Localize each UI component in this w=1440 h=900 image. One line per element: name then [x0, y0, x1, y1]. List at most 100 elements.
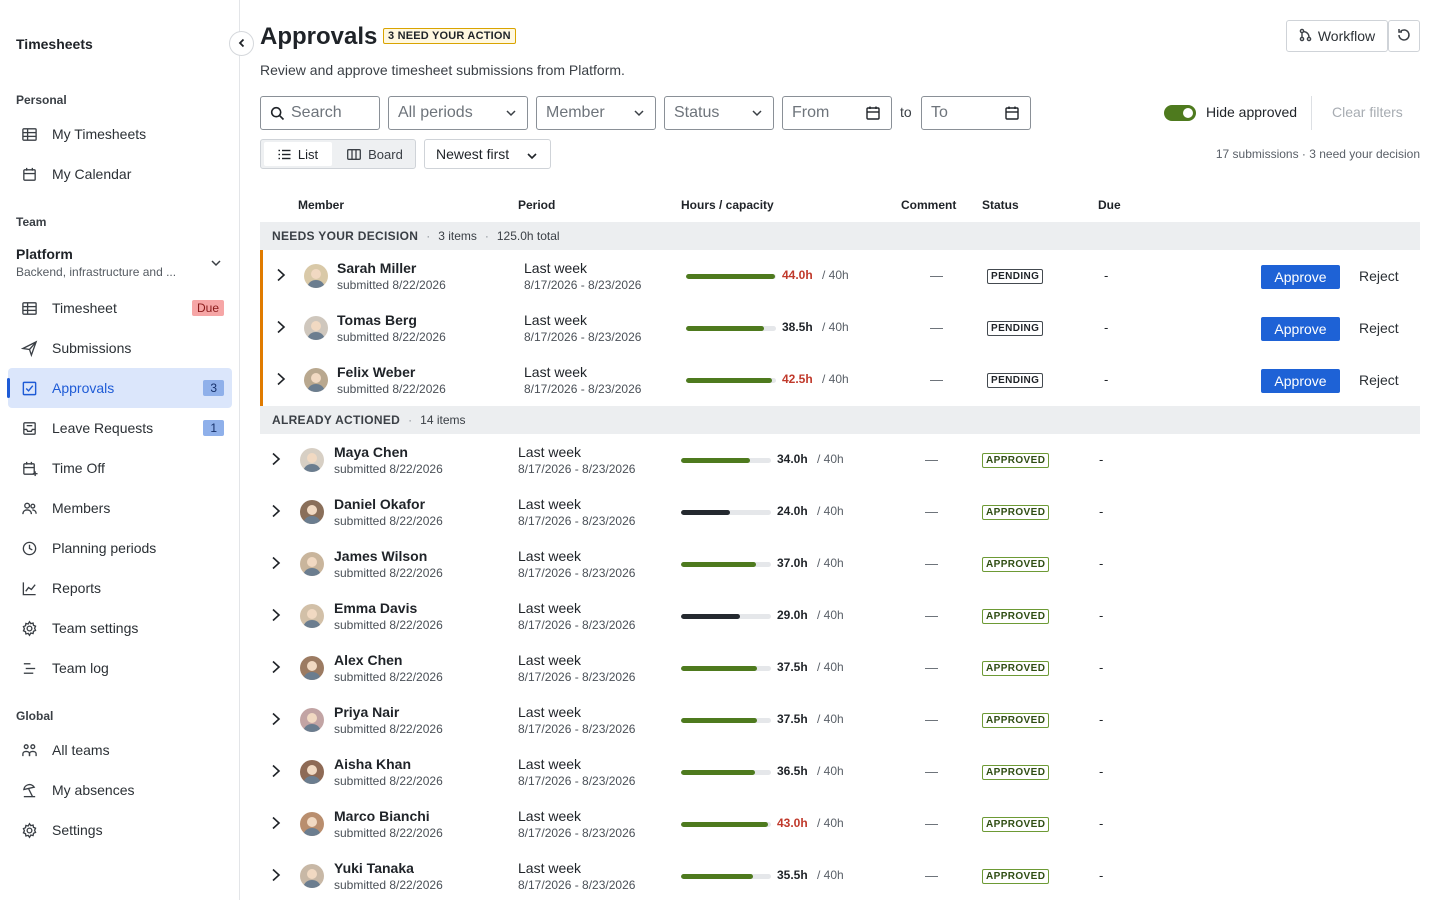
sidebar-item-my-timesheets[interactable]: My Timesheets	[8, 114, 232, 154]
chevron-right-icon[interactable]	[270, 660, 282, 677]
chevron-right-icon[interactable]	[270, 452, 282, 469]
comment-value: —	[925, 504, 938, 519]
board-view-button[interactable]: Board	[337, 142, 413, 166]
chevron-right-icon[interactable]	[270, 608, 282, 625]
workflow-button[interactable]: Workflow	[1286, 20, 1388, 52]
chevron-down-icon	[633, 106, 645, 124]
workflow-label: Workflow	[1317, 28, 1376, 44]
chevron-right-icon[interactable]	[270, 868, 282, 885]
table-row[interactable]: Emma Davis submitted 8/22/2026 Last week 8/…	[260, 590, 1420, 642]
sidebar-item-reports[interactable]: Reports	[8, 568, 232, 608]
status-badge: PENDING	[987, 321, 1044, 336]
column-header-comment[interactable]: Comment	[901, 198, 957, 212]
avatar	[304, 316, 328, 340]
column-header-due[interactable]: Due	[1098, 198, 1121, 212]
status-select-value: Status	[674, 104, 720, 121]
table-row[interactable]: Marco Bianchi submitted 8/22/2026 Last wee…	[260, 798, 1420, 850]
sort-select[interactable]: Newest first	[424, 139, 551, 169]
period-label: Last week	[524, 364, 588, 380]
reject-button[interactable]: Reject	[1359, 372, 1399, 388]
to-date-input[interactable]: To	[921, 96, 1031, 130]
table-row[interactable]: Yuki Tanaka submitted 8/22/2026 Last week 8…	[260, 850, 1420, 900]
avatar	[300, 708, 324, 732]
column-header-status[interactable]: Status	[982, 198, 1019, 212]
approve-button[interactable]: Approve	[1261, 317, 1340, 341]
table-row[interactable]: Tomas Berg submitted 8/22/2026 Last week 8/…	[260, 302, 1420, 354]
column-header-period[interactable]: Period	[518, 198, 556, 212]
period-label: Last week	[518, 548, 582, 564]
chevron-right-icon[interactable]	[270, 764, 282, 781]
table-header: Member Period Hours / capacity Comment S…	[260, 196, 1420, 216]
hours-progress-fill	[681, 822, 768, 827]
sidebar-item-timesheet[interactable]: Timesheet Due	[8, 288, 232, 328]
search-input[interactable]: Search	[260, 96, 380, 130]
hide-approved-label: Hide approved	[1206, 104, 1298, 120]
sidebar-item-settings[interactable]: Settings	[8, 810, 232, 850]
sidebar-item-all-teams[interactable]: All teams	[8, 730, 232, 770]
approve-button[interactable]: Approve	[1261, 265, 1340, 289]
sidebar-item-planning-periods[interactable]: Planning periods	[8, 528, 232, 568]
from-date-input[interactable]: From	[782, 96, 892, 130]
column-header-member[interactable]: Member	[298, 198, 345, 212]
table-row[interactable]: Daniel Okafor submitted 8/22/2026 Last wee…	[260, 486, 1420, 538]
chevron-right-icon[interactable]	[275, 372, 287, 389]
to-label: to	[900, 104, 912, 120]
avatar	[300, 448, 324, 472]
table-row[interactable]: Aisha Khan submitted 8/22/2026 Last week 8/…	[260, 746, 1420, 798]
sidebar-item-members[interactable]: Members	[8, 488, 232, 528]
member-select[interactable]: Member	[536, 96, 656, 130]
submitted-date: submitted 8/22/2026	[334, 566, 443, 580]
hide-approved-toggle[interactable]	[1164, 105, 1196, 121]
sidebar-item-time-off[interactable]: Time Off	[8, 448, 232, 488]
table-row[interactable]: James Wilson submitted 8/22/2026 Last week…	[260, 538, 1420, 590]
group-meta: 14 items	[420, 413, 466, 427]
app-title: Timesheets	[16, 36, 93, 52]
table-row[interactable]: Priya Nair submitted 8/22/2026 Last week 8/…	[260, 694, 1420, 746]
board-view-label: Board	[368, 146, 403, 162]
reject-button[interactable]: Reject	[1359, 268, 1399, 284]
chevron-right-icon[interactable]	[275, 268, 287, 285]
period-label: Last week	[518, 652, 582, 668]
column-header-hours[interactable]: Hours / capacity	[681, 198, 774, 212]
table-row[interactable]: Sarah Miller submitted 8/22/2026 Last week…	[260, 250, 1420, 302]
member-name: Maya Chen	[334, 444, 408, 460]
table-row[interactable]: Alex Chen submitted 8/22/2026 Last week 8/1…	[260, 642, 1420, 694]
refresh-icon	[1396, 27, 1412, 46]
team-switcher[interactable]: Platform Backend, infrastructure and ...	[16, 246, 226, 279]
group-meta: 125.0h total	[496, 229, 560, 243]
sidebar-item-approvals[interactable]: Approvals 3	[7, 368, 232, 408]
member-name: Marco Bianchi	[334, 808, 430, 824]
avatar	[300, 500, 324, 524]
status-select[interactable]: Status	[664, 96, 774, 130]
table-row[interactable]: Maya Chen submitted 8/22/2026 Last week 8/1…	[260, 434, 1420, 486]
sidebar-item-leave-requests[interactable]: Leave Requests 1	[8, 408, 232, 448]
approve-button[interactable]: Approve	[1261, 369, 1340, 393]
chevron-right-icon[interactable]	[270, 556, 282, 573]
refresh-button[interactable]	[1388, 20, 1420, 52]
sidebar-item-team-log[interactable]: Team log	[8, 648, 232, 688]
table-row[interactable]: Felix Weber submitted 8/22/2026 Last week 8…	[260, 354, 1420, 406]
period-select[interactable]: All periods	[388, 96, 528, 130]
list-view-button[interactable]: List	[264, 142, 332, 166]
clock-icon	[20, 539, 38, 557]
chevron-right-icon[interactable]	[275, 320, 287, 337]
sidebar-item-my-absences[interactable]: My absences	[8, 770, 232, 810]
sidebar-item-label: Settings	[52, 822, 103, 838]
sidebar-item-label: Team settings	[52, 620, 139, 636]
collapse-sidebar-button[interactable]	[229, 31, 254, 56]
sidebar-item-my-calendar[interactable]: My Calendar	[8, 154, 232, 194]
chevron-right-icon[interactable]	[270, 816, 282, 833]
branch-icon	[1299, 28, 1318, 45]
reject-button[interactable]: Reject	[1359, 320, 1399, 336]
due-value: -	[1099, 816, 1104, 831]
sidebar-item-team-settings[interactable]: Team settings	[8, 608, 232, 648]
chevron-right-icon[interactable]	[270, 712, 282, 729]
due-value: -	[1099, 556, 1104, 571]
due-badge: Due	[191, 300, 224, 316]
hours-value: 37.0h	[777, 556, 808, 570]
period-label: Last week	[518, 808, 582, 824]
clear-filters-button[interactable]: Clear filters	[1332, 104, 1403, 120]
sidebar-item-submissions[interactable]: Submissions	[8, 328, 232, 368]
chevron-right-icon[interactable]	[270, 504, 282, 521]
sidebar-item-label: My Timesheets	[52, 126, 147, 142]
